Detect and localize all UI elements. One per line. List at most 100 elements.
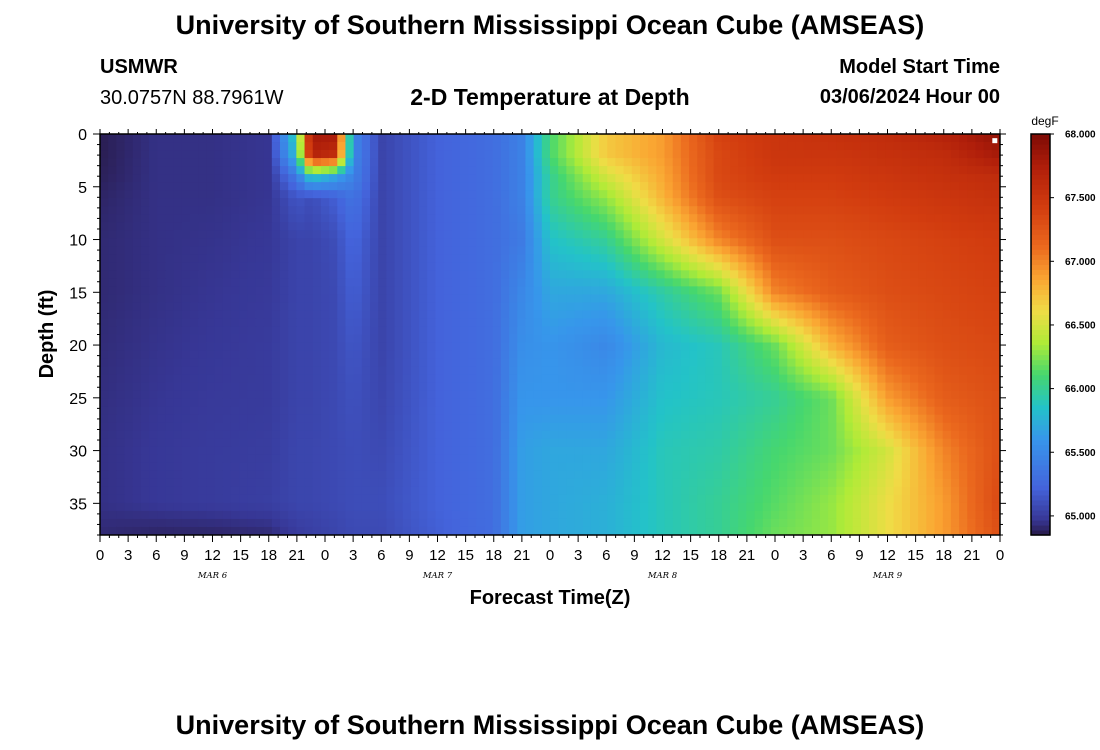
heatmap-cell: [590, 454, 600, 464]
heatmap-cell: [509, 366, 518, 376]
heatmap-cell: [926, 158, 936, 167]
heatmap-cell: [967, 302, 977, 312]
heatmap-cell: [345, 142, 355, 151]
heatmap-cell: [410, 214, 420, 223]
heatmap-cell: [255, 494, 265, 504]
heatmap-cell: [451, 486, 461, 496]
heatmap-cell: [255, 270, 265, 279]
heatmap-cell: [353, 414, 363, 424]
heatmap-cell: [443, 446, 453, 456]
heatmap-cell: [713, 206, 723, 215]
heatmap-cell: [631, 470, 641, 480]
heatmap-cell: [975, 422, 985, 432]
heatmap-cell: [312, 326, 322, 336]
heatmap-cell: [844, 374, 854, 384]
heatmap-cell: [754, 238, 764, 247]
heatmap-cell: [492, 342, 502, 352]
heatmap-cell: [623, 414, 633, 424]
heatmap-cell: [918, 206, 927, 215]
heatmap-cell: [181, 254, 191, 263]
heatmap-cell: [198, 494, 207, 504]
heatmap-cell: [296, 254, 306, 263]
heatmap-cell: [484, 302, 494, 312]
heatmap-cell: [959, 422, 968, 432]
heatmap-cell: [779, 358, 788, 368]
heatmap-cell: [484, 230, 494, 239]
heatmap-cell: [631, 158, 641, 167]
heatmap-cell: [836, 374, 846, 384]
heatmap-cell: [370, 462, 379, 472]
heatmap-cell: [443, 438, 453, 448]
heatmap-cell: [942, 134, 952, 143]
heatmap-cell: [492, 422, 502, 432]
heatmap-cell: [427, 262, 437, 271]
heatmap-cell: [877, 382, 887, 392]
heatmap-cell: [149, 470, 158, 480]
heatmap-cell: [705, 446, 715, 456]
heatmap-cell: [820, 486, 829, 496]
heatmap-cell: [803, 294, 813, 304]
heatmap-cell: [820, 342, 829, 352]
heatmap-cell: [664, 398, 674, 408]
heatmap-cell: [108, 414, 117, 424]
heatmap-cell: [803, 414, 813, 424]
heatmap-cell: [713, 198, 723, 207]
heatmap-cell: [451, 470, 461, 480]
heatmap-cell: [378, 358, 387, 368]
heatmap-cell: [509, 254, 518, 263]
heatmap-cell: [623, 206, 633, 215]
heatmap-cell: [419, 334, 428, 344]
heatmap-cell: [435, 190, 445, 199]
heatmap-cell: [419, 358, 428, 368]
heatmap-cell: [901, 166, 911, 175]
heatmap-cell: [353, 166, 363, 175]
heatmap-cell: [116, 342, 126, 352]
heatmap-cell: [100, 438, 109, 448]
heatmap-cell: [738, 430, 747, 440]
heatmap-cell: [795, 454, 805, 464]
heatmap-cell: [280, 286, 289, 295]
heatmap-cell: [738, 222, 747, 231]
heatmap-cell: [190, 406, 199, 416]
heatmap-cell: [550, 294, 559, 304]
heatmap-cell: [550, 278, 559, 287]
heatmap-cell: [402, 454, 412, 464]
heatmap-cell: [206, 406, 216, 416]
heatmap-cell: [918, 142, 927, 151]
heatmap-cell: [705, 430, 715, 440]
heatmap-cell: [206, 390, 216, 400]
heatmap-cell: [811, 302, 821, 312]
heatmap-cell: [206, 294, 216, 304]
heatmap-cell: [222, 454, 232, 464]
heatmap-cell: [558, 398, 567, 408]
heatmap-cell: [255, 478, 265, 488]
heatmap-cell: [500, 462, 510, 472]
heatmap-cell: [108, 238, 117, 247]
heatmap-cell: [410, 350, 420, 360]
heatmap-cell: [950, 238, 960, 247]
heatmap-cell: [566, 142, 576, 151]
heatmap-cell: [574, 230, 584, 239]
heatmap-cell: [280, 454, 289, 464]
heatmap-cell: [656, 294, 666, 304]
heatmap-cell: [754, 302, 764, 312]
heatmap-cell: [370, 254, 379, 263]
heatmap-cell: [149, 262, 158, 271]
heatmap-cell: [779, 422, 788, 432]
heatmap-cell: [296, 310, 306, 320]
heatmap-cell: [713, 278, 723, 287]
heatmap-cell: [116, 206, 126, 215]
heatmap-cell: [967, 286, 977, 295]
heatmap-cell: [435, 470, 445, 480]
heatmap-cell: [738, 214, 747, 223]
heatmap-cell: [181, 438, 191, 448]
heatmap-cell: [492, 286, 502, 295]
heatmap-cell: [770, 166, 780, 175]
heatmap-cell: [378, 390, 387, 400]
heatmap-cell: [885, 414, 895, 424]
heatmap-cell: [394, 390, 404, 400]
heatmap-cell: [157, 390, 167, 400]
heatmap-cell: [435, 166, 445, 175]
heatmap-cell: [157, 286, 167, 295]
heatmap-cell: [828, 254, 837, 263]
